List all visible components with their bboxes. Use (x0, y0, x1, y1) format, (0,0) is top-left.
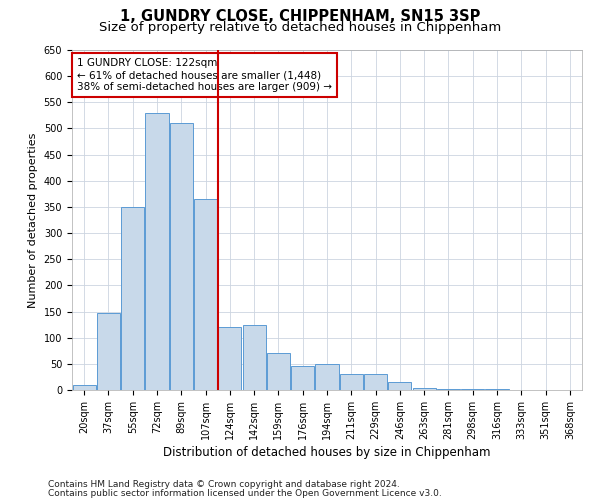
Bar (340, 374, 363, 390)
Bar (194, 199, 217, 390)
Bar (242, 324, 266, 390)
Bar (121, 207, 144, 390)
Text: Contains HM Land Registry data © Crown copyright and database right 2024.: Contains HM Land Registry data © Crown c… (48, 480, 400, 489)
Y-axis label: Number of detached properties: Number of detached properties (28, 132, 38, 308)
Bar (316, 364, 338, 390)
Text: 1 GUNDRY CLOSE: 122sqm
← 61% of detached houses are smaller (1,448)
38% of semi-: 1 GUNDRY CLOSE: 122sqm ← 61% of detached… (77, 58, 332, 92)
Bar (97, 312, 120, 390)
Bar (73, 385, 95, 390)
Bar (364, 374, 387, 390)
Bar (461, 389, 484, 390)
Bar (267, 354, 290, 390)
Bar (170, 123, 193, 390)
Text: Contains public sector information licensed under the Open Government Licence v3: Contains public sector information licen… (48, 488, 442, 498)
Text: Size of property relative to detached houses in Chippenham: Size of property relative to detached ho… (99, 22, 501, 35)
X-axis label: Distribution of detached houses by size in Chippenham: Distribution of detached houses by size … (163, 446, 491, 459)
Bar (413, 388, 436, 390)
Bar (218, 327, 241, 390)
Text: 1, GUNDRY CLOSE, CHIPPENHAM, SN15 3SP: 1, GUNDRY CLOSE, CHIPPENHAM, SN15 3SP (120, 9, 480, 24)
Bar (291, 366, 314, 390)
Bar (145, 113, 169, 390)
Bar (437, 389, 460, 390)
Bar (388, 382, 412, 390)
